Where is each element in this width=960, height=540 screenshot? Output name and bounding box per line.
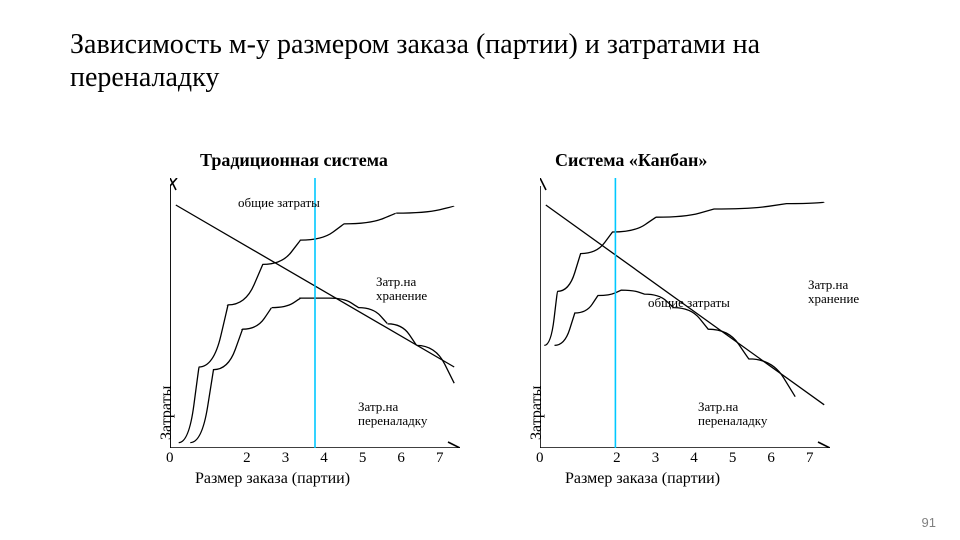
- axes-lines-r: [540, 186, 830, 448]
- left-x-title: Размер заказа (партии): [195, 470, 350, 488]
- right-ann-setup: Затр.на переналадку: [698, 400, 767, 427]
- x-tick: 2: [613, 450, 621, 467]
- x-tick: 0: [536, 450, 544, 467]
- right-ann-total: общие затраты: [648, 296, 730, 310]
- x-tick: 6: [767, 450, 775, 467]
- x-tick: 7: [436, 450, 444, 467]
- x-tick: 3: [282, 450, 290, 467]
- left-ann-setup: Затр.на переналадку: [358, 400, 427, 427]
- x-tick: 7: [806, 450, 814, 467]
- left-y-label: Затраты: [158, 386, 176, 440]
- x-tick: 3: [652, 450, 660, 467]
- x-tick: 6: [397, 450, 405, 467]
- x-tick: 5: [359, 450, 367, 467]
- left-ann-storage: Затр.на хранение: [376, 275, 427, 302]
- x-tick: 4: [690, 450, 698, 467]
- x-arrow: [448, 442, 460, 448]
- right-chart: [540, 178, 830, 448]
- right-y-label: Затраты: [528, 386, 546, 440]
- right-setup-curve: [544, 202, 824, 345]
- x-tick: 2: [243, 450, 251, 467]
- left-heading: Традиционная система: [200, 150, 388, 171]
- x-arrow-r: [818, 442, 830, 448]
- page-title: Зависимость м-у размером заказа (партии)…: [70, 28, 910, 94]
- right-x-title: Размер заказа (партии): [565, 470, 720, 488]
- x-tick: 5: [729, 450, 737, 467]
- x-tick: 0: [166, 450, 174, 467]
- right-ann-storage: Затр.на хранение: [808, 278, 859, 305]
- page: Зависимость м-у размером заказа (партии)…: [0, 0, 960, 540]
- right-heading: Система «Канбан»: [555, 150, 707, 171]
- y-arrow-r: [540, 178, 546, 190]
- x-tick: 4: [320, 450, 328, 467]
- page-number: 91: [922, 515, 936, 530]
- left-ann-total: общие затраты: [238, 196, 320, 210]
